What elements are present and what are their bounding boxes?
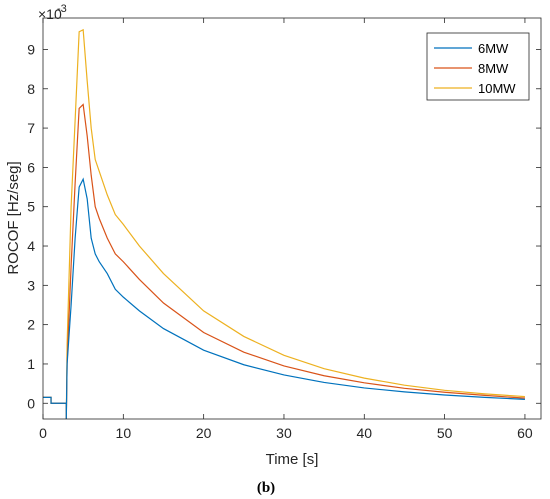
y-tick-label: 6 [27, 159, 35, 175]
x-tick-label: 40 [357, 425, 373, 441]
axis-layer: 0 10 20 30 40 50 60 0 1 2 3 4 5 6 7 8 9 [27, 17, 542, 441]
legend-entries: 6MW 8MW 10MW [434, 41, 516, 96]
x-tick-label: 20 [196, 425, 212, 441]
y-exponent-power: -3 [57, 3, 67, 15]
y-axis-title: ROCOF [Hz/seg] [5, 161, 22, 274]
y-tick-label: 0 [27, 395, 35, 411]
axes-frame [42, 17, 542, 420]
figure-caption: (b) [257, 480, 275, 496]
series-line-6mw [43, 177, 525, 420]
x-tick-label: 50 [437, 425, 453, 441]
x-tick-label: 10 [116, 425, 132, 441]
y-tick-label: 3 [27, 277, 35, 293]
y-tick-label: 2 [27, 317, 35, 333]
y-tick-label: 1 [27, 356, 35, 372]
y-tick-label: 4 [27, 238, 35, 254]
y-tick-label: 8 [27, 81, 35, 97]
legend-box [426, 32, 530, 101]
legend: 6MW 8MW 10MW [426, 32, 530, 101]
legend-label-6mw: 6MW [478, 41, 509, 56]
y-tick-label: 5 [27, 199, 35, 215]
y-exponent-base: ×10 [38, 6, 62, 22]
x-axis-title: Time [s] [266, 451, 319, 468]
x-tick-label: 60 [517, 425, 533, 441]
y-tick-label: 9 [27, 41, 35, 57]
x-tick-label: 0 [39, 425, 47, 441]
y-tick-label: 7 [27, 120, 35, 136]
series-layer [43, 28, 525, 420]
x-tick-label: 30 [276, 425, 292, 441]
legend-label-8mw: 8MW [478, 61, 509, 76]
legend-label-10mw: 10MW [478, 81, 516, 96]
